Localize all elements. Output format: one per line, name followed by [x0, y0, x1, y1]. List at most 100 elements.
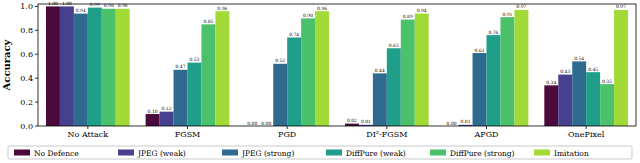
bars — [46, 6, 628, 126]
x-tick — [187, 126, 188, 129]
y-tick — [35, 102, 38, 103]
y-tick-label: 0.8 — [20, 26, 33, 35]
bar — [102, 9, 116, 126]
bar — [301, 18, 315, 126]
x-tick-label: FGSM — [175, 130, 201, 139]
data-label: 0.76 — [488, 30, 498, 35]
legend-label: DiffPure (strong) — [450, 149, 515, 158]
data-label: 0.34 — [546, 80, 556, 85]
x-tick — [287, 126, 288, 129]
y-axis-label: Accuracy — [1, 38, 12, 91]
y-tick — [35, 30, 38, 31]
data-label: 0.99 — [90, 2, 100, 7]
y-tick-label: 1.0 — [20, 2, 33, 11]
legend-label: DiffPure (weak) — [346, 149, 406, 158]
data-label: 0.02 — [347, 118, 357, 123]
x-tick — [386, 126, 387, 129]
bar — [160, 112, 174, 126]
bar — [146, 114, 160, 126]
data-label: 0.96 — [317, 6, 327, 11]
x-tick — [486, 126, 487, 129]
data-label: 0.00 — [247, 121, 257, 126]
bar — [415, 14, 429, 126]
legend-label: JPEG (strong) — [241, 149, 294, 158]
chart: 0.0 0.2 0.4 0.6 0.8 1.0 Accuracy 1.00 1.00 0.94 0.… — [0, 0, 640, 163]
x-tick — [87, 126, 88, 129]
bar — [401, 20, 415, 126]
bar — [387, 48, 401, 126]
x-tick — [586, 126, 587, 129]
x-tick-label: OnePixel — [568, 130, 605, 139]
y-tick-label: 0.6 — [20, 50, 33, 59]
bar — [74, 14, 88, 126]
x-tick-label: DI²-FGSM — [366, 130, 407, 139]
data-label: 0.94 — [417, 8, 427, 13]
legend-swatch — [118, 150, 134, 156]
data-label: 0.74 — [289, 32, 299, 37]
bar — [586, 72, 600, 126]
data-label: 0.96 — [217, 6, 227, 11]
legend-swatch — [430, 150, 446, 156]
legend-label: Imitation — [554, 149, 589, 158]
data-label: 1.00 — [48, 1, 58, 6]
bar — [215, 11, 229, 126]
data-label: 0.44 — [375, 68, 385, 73]
bar — [60, 6, 74, 126]
bar — [473, 53, 487, 126]
bar — [373, 73, 387, 126]
legend-swatch — [326, 150, 342, 156]
data-label: 0.94 — [76, 8, 86, 13]
data-label: 0.47 — [176, 64, 186, 69]
bar — [558, 75, 572, 126]
bar — [500, 17, 514, 126]
legend-box — [8, 146, 632, 159]
data-label: 0.65 — [389, 43, 399, 48]
bar — [572, 61, 586, 126]
y-tick — [35, 126, 38, 127]
y-tick — [35, 78, 38, 79]
y-tick-label: 0.2 — [20, 98, 33, 107]
data-label: 0.89 — [403, 14, 413, 19]
legend-swatch — [222, 150, 238, 156]
data-label: 0.45 — [588, 67, 598, 72]
data-label: 0.90 — [303, 13, 313, 18]
data-label: 0.97 — [616, 4, 626, 9]
bar — [88, 8, 102, 126]
data-label: 0.53 — [189, 57, 199, 62]
y-tick — [35, 6, 38, 7]
data-label: 1.00 — [62, 1, 72, 6]
data-label: 0.91 — [502, 12, 512, 17]
bar — [201, 24, 215, 126]
plot-frame — [38, 4, 636, 126]
bar — [614, 10, 628, 126]
y-tick-label: 0.4 — [20, 74, 33, 83]
legend-swatch — [534, 150, 550, 156]
bar — [287, 37, 301, 126]
data-label: 0.85 — [203, 19, 213, 24]
y-tick — [35, 54, 38, 55]
x-tick-label: PGD — [278, 130, 296, 139]
bar — [46, 6, 60, 126]
data-label: 0.52 — [275, 58, 285, 63]
bar — [174, 70, 188, 126]
x-tick-label: No Attack — [68, 130, 109, 139]
bar — [544, 85, 558, 126]
y-tick-label: 0.0 — [20, 122, 33, 131]
bar — [514, 10, 528, 126]
data-label: 0.01 — [461, 119, 471, 124]
data-label: 0.12 — [162, 106, 172, 111]
legend-label: JPEG (weak) — [137, 149, 186, 158]
data-label: 0.43 — [560, 69, 570, 74]
data-label: 0.35 — [602, 79, 612, 84]
data-label: 0.61 — [475, 48, 485, 53]
bar — [116, 9, 130, 126]
data-label: 0.97 — [516, 4, 526, 9]
data-label: 0.00 — [447, 121, 457, 126]
bar — [487, 35, 501, 126]
bar — [315, 11, 329, 126]
data-label: 0.10 — [148, 109, 158, 114]
legend-swatch — [14, 150, 30, 156]
data-label: 0.54 — [574, 56, 584, 61]
x-tick-label: APGD — [474, 130, 499, 139]
data-label: 0.01 — [361, 119, 371, 124]
